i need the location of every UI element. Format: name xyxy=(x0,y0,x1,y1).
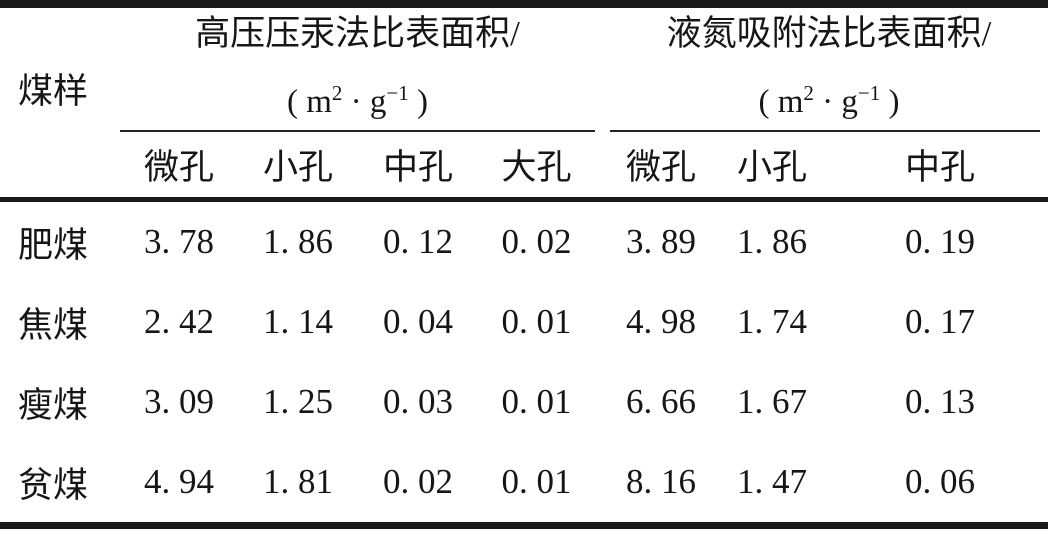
cell: 3. 89 xyxy=(626,222,696,261)
table-row: 焦煤 2. 42 1. 14 0. 04 0. 01 4. 98 1. 74 0… xyxy=(0,282,1048,362)
cell: 0. 12 xyxy=(383,222,453,261)
cell: 0. 01 xyxy=(501,382,572,421)
cell: 1. 25 xyxy=(263,382,333,421)
row-label: 肥煤 xyxy=(18,225,89,265)
row-label: 瘦煤 xyxy=(18,385,89,425)
table-bottom-rule xyxy=(0,522,1048,529)
cell: 1. 86 xyxy=(737,222,807,261)
spanner-rule-nitrogen xyxy=(610,130,1040,132)
cell: 0. 17 xyxy=(905,302,975,341)
table-top-rule xyxy=(0,0,1048,8)
cell: 4. 98 xyxy=(626,302,696,341)
cell: 1. 67 xyxy=(737,382,807,421)
cell: 1. 74 xyxy=(737,302,807,341)
cell: 2. 42 xyxy=(144,302,214,341)
col-header-coal-sample: 煤样 xyxy=(18,72,89,111)
cell: 6. 66 xyxy=(626,382,696,421)
subcol-header-mercury-macropore: 大孔 xyxy=(501,148,572,187)
row-label: 贫煤 xyxy=(18,465,89,505)
cell: 3. 09 xyxy=(144,382,214,421)
cell: 0. 03 xyxy=(383,382,453,421)
group-header-mercury-method: 高压压汞法比表面积/ ( m2 · g−1 ) xyxy=(120,8,595,130)
cell: 1. 14 xyxy=(263,302,333,341)
unit-label-nitrogen: ( m2 · g−1 ) xyxy=(758,81,900,120)
cell: 0. 13 xyxy=(905,382,975,421)
subcol-header-nitrogen-small-pore: 小孔 xyxy=(736,148,807,187)
group-title-mercury: 高压压汞法比表面积/ xyxy=(195,14,520,53)
table-row: 贫煤 4. 94 1. 81 0. 02 0. 01 8. 16 1. 47 0… xyxy=(0,442,1048,522)
table-mid-rule xyxy=(0,197,1048,202)
group-title-nitrogen: 液氮吸附法比表面积/ xyxy=(666,14,992,53)
subcol-header-nitrogen-micropore: 微孔 xyxy=(625,148,696,187)
spanner-rule-mercury xyxy=(120,130,595,132)
table-header-upper: 煤样 高压压汞法比表面积/ ( m2 · g−1 ) 液氮吸附法比表面积/ ( … xyxy=(0,8,1048,130)
cell: 0. 01 xyxy=(501,302,572,341)
cell: 0. 02 xyxy=(501,222,572,261)
cell: 0. 01 xyxy=(501,462,572,501)
subcol-header-nitrogen-mesopore: 中孔 xyxy=(904,148,975,187)
cell: 0. 19 xyxy=(905,222,975,261)
unit-label-mercury: ( m2 · g−1 ) xyxy=(286,81,428,120)
subcol-header-mercury-mesopore: 中孔 xyxy=(382,148,453,187)
cell: 1. 81 xyxy=(263,462,333,501)
cell: 8. 16 xyxy=(626,462,696,501)
subcol-header-mercury-small-pore: 小孔 xyxy=(262,148,333,187)
subheader-row: 微孔 小孔 中孔 大孔 微孔 小孔 中孔 xyxy=(0,132,1048,197)
group-header-nitrogen-method: 液氮吸附法比表面积/ ( m2 · g−1 ) xyxy=(610,8,1048,130)
cell: 0. 06 xyxy=(905,462,975,501)
row-label: 焦煤 xyxy=(18,305,89,345)
spanner-rules xyxy=(0,130,1048,132)
cell: 4. 94 xyxy=(144,462,214,501)
table-row: 肥煤 3. 78 1. 86 0. 12 0. 02 3. 89 1. 86 0… xyxy=(0,202,1048,282)
cell: 3. 78 xyxy=(144,222,214,261)
cell: 1. 47 xyxy=(737,462,807,501)
cell: 0. 04 xyxy=(383,302,453,341)
subcol-header-mercury-micropore: 微孔 xyxy=(143,148,214,187)
table-row: 瘦煤 3. 09 1. 25 0. 03 0. 01 6. 66 1. 67 0… xyxy=(0,362,1048,442)
cell: 1. 86 xyxy=(263,222,333,261)
cell: 0. 02 xyxy=(383,462,453,501)
